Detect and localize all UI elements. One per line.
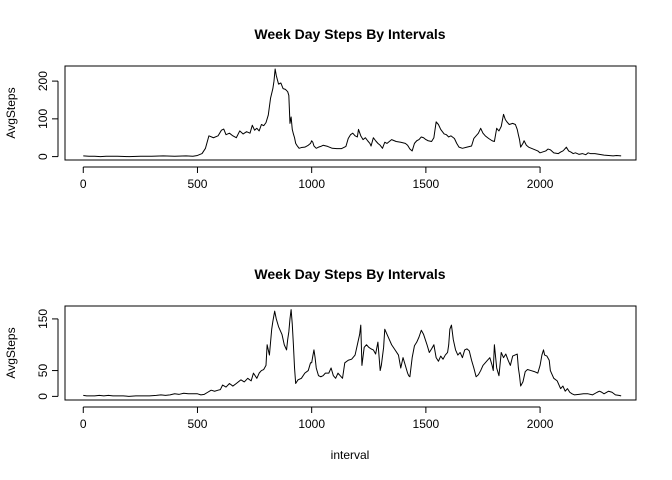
bottom-y-tick-label: 50 xyxy=(36,364,50,378)
bottom-x-axis-label: interval xyxy=(331,448,370,462)
bottom-x-tick-label: 0 xyxy=(80,417,87,431)
bottom-x-tick-label: 1000 xyxy=(298,417,325,431)
bottom-plot-frame xyxy=(64,305,637,401)
top-plot-frame xyxy=(64,65,637,161)
bottom-series-group xyxy=(83,309,622,397)
top-chart-title: Week Day Steps By Intervals xyxy=(254,26,445,42)
top-y-tick-label: 200 xyxy=(36,71,50,91)
bottom-series-line xyxy=(83,309,622,397)
bottom-y-tick-label: 150 xyxy=(36,309,50,329)
top-series-line xyxy=(83,68,622,158)
bottom-x-tick-label: 500 xyxy=(187,417,207,431)
bottom-chart-title: Week Day Steps By Intervals xyxy=(254,266,445,282)
top-x-axis: 0 500 1000 1500 2000 xyxy=(80,166,554,191)
top-x-tick-label: 500 xyxy=(187,177,207,191)
bottom-y-axis-label: AvgSteps xyxy=(4,327,18,378)
bottom-y-axis: 0 50 150 xyxy=(36,309,59,400)
bottom-x-tick-label: 1500 xyxy=(413,417,440,431)
bottom-panel: Week Day Steps By Intervals AvgSteps int… xyxy=(4,266,637,462)
bottom-x-tick-label: 2000 xyxy=(527,417,554,431)
top-y-tick-label: 0 xyxy=(36,153,50,160)
top-y-axis: 0 100 200 xyxy=(36,71,59,160)
bottom-y-tick-label: 0 xyxy=(36,393,50,400)
top-x-tick-label: 1000 xyxy=(298,177,325,191)
top-y-tick-label: 100 xyxy=(36,109,50,129)
top-x-tick-label: 0 xyxy=(80,177,87,191)
top-x-tick-label: 1500 xyxy=(413,177,440,191)
top-panel: Week Day Steps By Intervals AvgSteps 0 50… xyxy=(4,26,637,191)
top-y-axis-label: AvgSteps xyxy=(4,87,18,138)
bottom-x-axis: 0 500 1000 1500 2000 xyxy=(80,406,554,431)
top-series-group xyxy=(83,68,622,158)
top-x-tick-label: 2000 xyxy=(527,177,554,191)
